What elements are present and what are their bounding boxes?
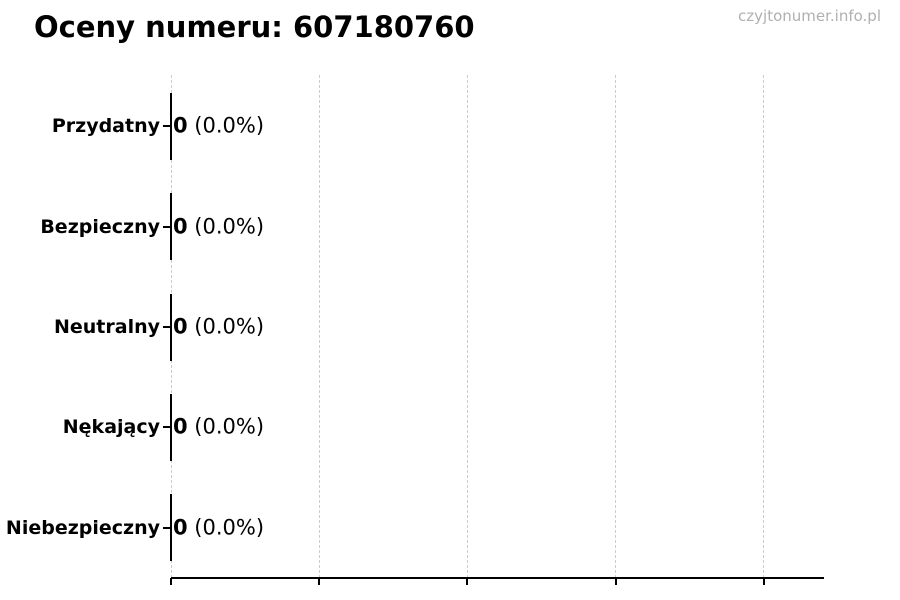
chart-title: Oceny numeru: 607180760	[34, 10, 475, 44]
value-percent: (0.0%)	[187, 214, 265, 239]
x-axis-line	[171, 577, 824, 579]
category-label: Bezpieczny	[40, 215, 160, 238]
value-percent: (0.0%)	[187, 414, 265, 439]
bar-segment	[170, 393, 172, 461]
y-axis-tick	[163, 326, 170, 328]
value-label: 0 (0.0%)	[173, 114, 264, 138]
value-count: 0	[173, 314, 188, 339]
value-percent: (0.0%)	[187, 314, 265, 339]
bar-segment	[170, 193, 172, 261]
x-axis-tick	[614, 578, 617, 585]
bar-segment	[170, 494, 172, 562]
x-gridline	[763, 75, 765, 578]
x-gridline	[466, 75, 468, 578]
bar-segment	[170, 92, 172, 160]
value-count: 0	[173, 113, 188, 138]
value-percent: (0.0%)	[187, 113, 265, 138]
value-percent: (0.0%)	[187, 515, 265, 540]
bar-segment	[170, 293, 172, 361]
y-axis-tick	[163, 125, 170, 128]
y-axis-tick	[163, 426, 170, 429]
value-count: 0	[173, 515, 188, 540]
watermark: czyjtonumer.info.pl	[738, 7, 881, 25]
x-axis-tick	[466, 578, 469, 585]
x-gridline	[318, 75, 320, 578]
value-label: 0 (0.0%)	[173, 315, 264, 339]
x-gridline	[615, 75, 617, 578]
value-label: 0 (0.0%)	[173, 415, 264, 439]
category-label: Neutralny	[53, 316, 160, 338]
value-count: 0	[173, 414, 188, 439]
value-count: 0	[173, 214, 188, 239]
value-label: 0 (0.0%)	[173, 214, 264, 238]
x-axis-tick	[762, 578, 765, 585]
category-label: Przydatny	[51, 115, 160, 138]
x-axis-tick	[170, 578, 172, 585]
category-label: Nękający	[62, 416, 160, 439]
value-label: 0 (0.0%)	[173, 515, 264, 539]
y-axis-tick	[163, 526, 170, 529]
category-label: Niebezpieczny	[5, 516, 160, 539]
x-axis-tick	[318, 578, 321, 585]
y-axis-tick	[163, 225, 170, 228]
